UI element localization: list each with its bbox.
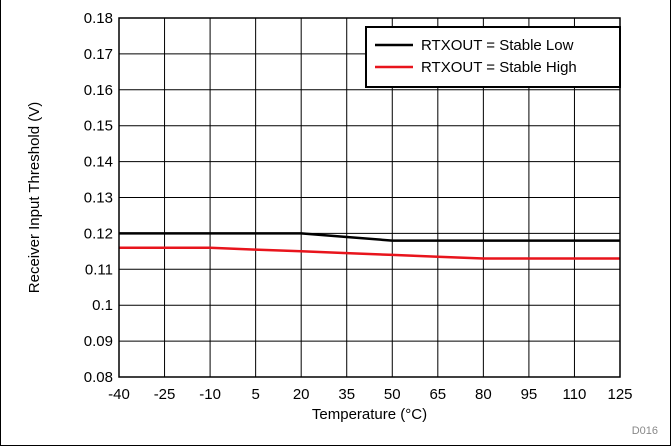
x-tick-label: -25 <box>154 386 176 403</box>
legend-label-stable-low: RTXOUT = Stable Low <box>421 37 574 54</box>
x-tick-label: 35 <box>338 386 355 403</box>
plot-area-border <box>118 17 621 378</box>
y-tick-label: 0.12 <box>84 225 113 242</box>
y-tick-label: 0.11 <box>85 261 113 278</box>
legend-label-stable-high: RTXOUT = Stable High <box>421 59 577 76</box>
x-tick-label: -40 <box>108 386 130 403</box>
series-lines <box>119 232 620 260</box>
x-tick-label: 125 <box>607 386 632 403</box>
figure-id: D016 <box>632 425 658 437</box>
legend-box <box>365 26 621 88</box>
y-tick-label: 0.16 <box>84 82 113 99</box>
x-tick-label: 65 <box>429 386 446 403</box>
series-line-stable-high <box>119 246 620 260</box>
y-tick-label: 0.1 <box>92 297 113 314</box>
x-tick-label: 110 <box>562 386 586 403</box>
y-axis-ticks: 0.08 0.09 0.1 0.11 0.12 0.13 0.14 0.15 0.16 0.17 0… <box>84 10 113 386</box>
y-tick-label: 0.08 <box>84 369 113 386</box>
x-tick-label: 20 <box>293 386 310 403</box>
x-tick-label: 80 <box>475 386 492 403</box>
y-tick-label: 0.15 <box>84 118 113 135</box>
series-line-stable-low <box>119 232 620 242</box>
y-tick-label: 0.14 <box>84 154 113 171</box>
x-tick-label: 50 <box>384 386 401 403</box>
y-tick-label: 0.17 <box>84 46 113 63</box>
y-tick-label: 0.13 <box>84 190 113 207</box>
y-axis-label: Receiver Input Threshold (V) <box>26 102 43 293</box>
x-tick-label: 5 <box>251 386 259 403</box>
x-tick-label: -10 <box>199 386 221 403</box>
legend: RTXOUT = Stable Low RTXOUT = Stable High <box>365 26 621 88</box>
x-axis-label: Temperature (°C) <box>312 406 427 423</box>
x-tick-label: 95 <box>521 386 538 403</box>
x-axis-ticks: -40 -25 -10 5 20 35 50 65 80 95 110 125 <box>108 386 632 403</box>
y-tick-label: 0.18 <box>84 10 113 27</box>
y-tick-label: 0.09 <box>84 333 113 350</box>
